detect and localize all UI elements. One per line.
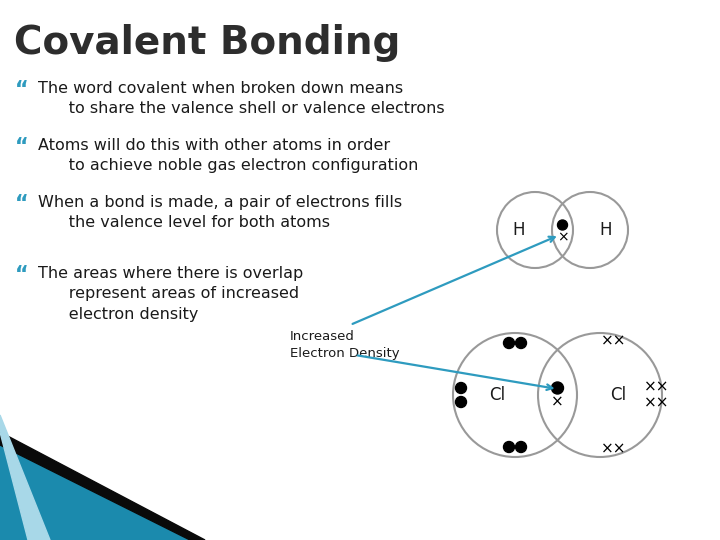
Text: Atoms will do this with other atoms in order
      to achieve noble gas electron: Atoms will do this with other atoms in o… xyxy=(38,138,418,173)
Text: ××: ×× xyxy=(644,395,670,410)
Text: Increased
Electron Density: Increased Electron Density xyxy=(290,330,400,360)
Text: Covalent Bonding: Covalent Bonding xyxy=(14,24,400,62)
Circle shape xyxy=(516,442,526,453)
Text: ×: × xyxy=(551,395,564,409)
Circle shape xyxy=(516,338,526,348)
Text: “: “ xyxy=(15,194,29,214)
Text: Cl: Cl xyxy=(489,386,505,404)
Text: Cl: Cl xyxy=(610,386,626,404)
Circle shape xyxy=(557,220,567,230)
Polygon shape xyxy=(0,432,205,540)
Circle shape xyxy=(503,338,515,348)
Text: ××: ×× xyxy=(601,442,626,456)
Text: “: “ xyxy=(15,265,29,285)
Circle shape xyxy=(456,382,467,394)
Text: When a bond is made, a pair of electrons fills
      the valence level for both : When a bond is made, a pair of electrons… xyxy=(38,195,402,231)
Text: The word covalent when broken down means
      to share the valence shell or val: The word covalent when broken down means… xyxy=(38,81,445,117)
Circle shape xyxy=(456,396,467,408)
Text: ××: ×× xyxy=(601,334,626,348)
Text: ×: × xyxy=(557,230,568,244)
Circle shape xyxy=(552,382,564,394)
Polygon shape xyxy=(0,415,50,540)
Polygon shape xyxy=(0,445,190,540)
Text: H: H xyxy=(513,221,526,239)
Text: ××: ×× xyxy=(644,380,670,395)
Text: H: H xyxy=(600,221,612,239)
Circle shape xyxy=(503,442,515,453)
Text: “: “ xyxy=(15,137,29,157)
Text: The areas where there is overlap
      represent areas of increased
      electr: The areas where there is overlap represe… xyxy=(38,266,303,322)
Text: “: “ xyxy=(15,80,29,100)
